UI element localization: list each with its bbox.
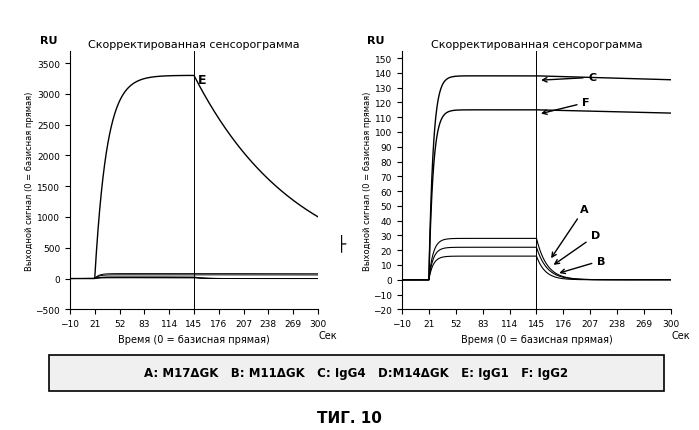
Y-axis label: Выходной сигнал (0 = базисная прямая): Выходной сигнал (0 = базисная прямая) xyxy=(25,91,34,270)
Text: E: E xyxy=(198,74,206,86)
Text: C: C xyxy=(542,73,597,83)
Title: Скорректированная сенсорограмма: Скорректированная сенсорограмма xyxy=(88,40,300,49)
Text: D: D xyxy=(555,231,600,264)
Text: RU: RU xyxy=(367,36,384,46)
Text: F: F xyxy=(542,98,590,115)
Text: A: A xyxy=(552,204,589,258)
Y-axis label: Выходной сигнал (0 = базисная прямая): Выходной сигнал (0 = базисная прямая) xyxy=(363,91,372,270)
Title: Скорректированная сенсорограмма: Скорректированная сенсорограмма xyxy=(431,40,642,49)
Text: ├: ├ xyxy=(336,234,346,252)
Text: Сек: Сек xyxy=(318,330,337,340)
Text: A: M17ΔGK   B: M11ΔGK   C: IgG4   D:M14ΔGK   E: IgG1   F: IgG2: A: M17ΔGK B: M11ΔGK C: IgG4 D:M14ΔGK E: … xyxy=(145,366,568,380)
Text: ΤИГ. 10: ΤИГ. 10 xyxy=(317,410,382,425)
X-axis label: Время (0 = базисная прямая): Время (0 = базисная прямая) xyxy=(118,334,270,344)
FancyBboxPatch shape xyxy=(49,355,664,391)
X-axis label: Время (0 = базисная прямая): Время (0 = базисная прямая) xyxy=(461,334,612,344)
Text: B: B xyxy=(561,256,605,274)
Text: Сек: Сек xyxy=(671,330,690,340)
Text: RU: RU xyxy=(40,36,57,46)
